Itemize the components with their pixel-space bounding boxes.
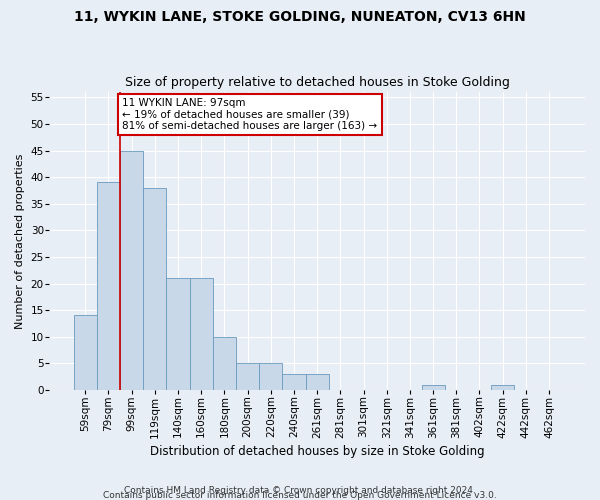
Bar — [259, 364, 283, 390]
Bar — [74, 316, 97, 390]
Text: Contains HM Land Registry data © Crown copyright and database right 2024.: Contains HM Land Registry data © Crown c… — [124, 486, 476, 495]
Bar — [236, 364, 259, 390]
Title: Size of property relative to detached houses in Stoke Golding: Size of property relative to detached ho… — [125, 76, 509, 90]
Text: 11 WYKIN LANE: 97sqm
← 19% of detached houses are smaller (39)
81% of semi-detac: 11 WYKIN LANE: 97sqm ← 19% of detached h… — [122, 98, 377, 131]
Bar — [97, 182, 120, 390]
Bar — [305, 374, 329, 390]
X-axis label: Distribution of detached houses by size in Stoke Golding: Distribution of detached houses by size … — [150, 444, 484, 458]
Bar — [422, 384, 445, 390]
Text: 11, WYKIN LANE, STOKE GOLDING, NUNEATON, CV13 6HN: 11, WYKIN LANE, STOKE GOLDING, NUNEATON,… — [74, 10, 526, 24]
Bar — [166, 278, 190, 390]
Text: Contains public sector information licensed under the Open Government Licence v3: Contains public sector information licen… — [103, 490, 497, 500]
Bar — [213, 336, 236, 390]
Y-axis label: Number of detached properties: Number of detached properties — [15, 154, 25, 328]
Bar — [190, 278, 213, 390]
Bar — [491, 384, 514, 390]
Bar — [283, 374, 305, 390]
Bar — [143, 188, 166, 390]
Bar — [120, 150, 143, 390]
